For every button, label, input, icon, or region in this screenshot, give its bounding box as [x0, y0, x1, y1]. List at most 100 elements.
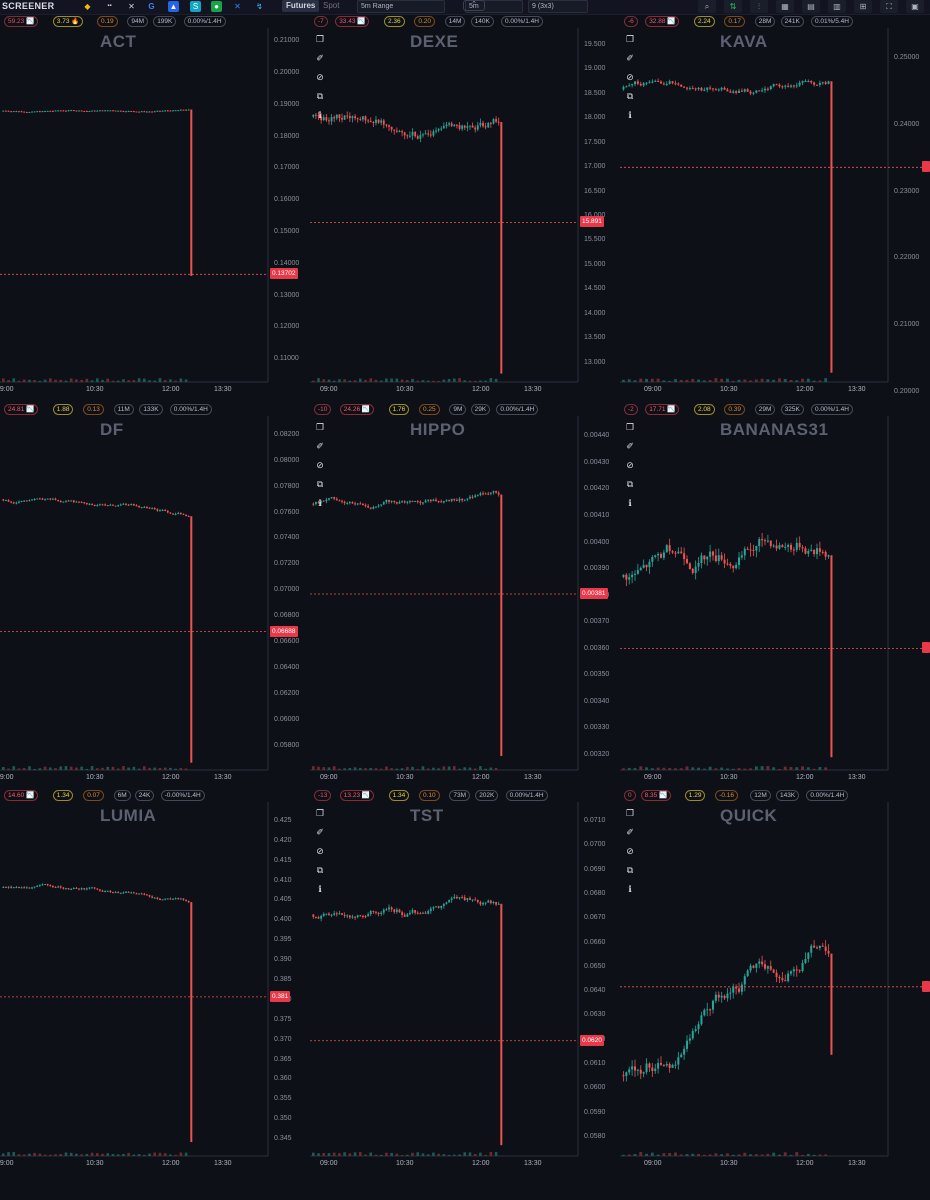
pin-icon[interactable]: ✐: [626, 827, 634, 837]
pin-icon[interactable]: ✐: [626, 53, 634, 63]
chart-panel-act[interactable]: 59.23 📉 3.73 🔥 0.19 94M 199K 0.00%/1.4H ACT 0.2…: [0, 14, 310, 400]
price-chart[interactable]: [310, 14, 620, 398]
close-icon[interactable]: ✕: [234, 2, 241, 11]
hide-icon[interactable]: ⊘: [316, 72, 324, 82]
price-chart[interactable]: [0, 402, 310, 786]
hide-icon[interactable]: ⊘: [626, 846, 634, 856]
y-axis-tick: 0.355: [274, 1095, 292, 1103]
info-icon[interactable]: ℹ: [318, 110, 322, 120]
pin-icon[interactable]: ✐: [316, 53, 324, 63]
info-icon[interactable]: ℹ: [318, 884, 322, 894]
hide-icon[interactable]: ⊘: [626, 460, 634, 470]
chart-panel-lumia[interactable]: 14.60 📉 1.34 0.07 6M 24K -0.00%/1.4H LUMIA 0.42…: [0, 788, 310, 1174]
windows-icon[interactable]: ⧉: [316, 865, 324, 875]
indicators-icon[interactable]: ⫶: [750, 0, 768, 13]
copy-icon[interactable]: ❐: [315, 422, 325, 432]
cloud-icon[interactable]: ▲: [168, 1, 179, 12]
globe-icon[interactable]: G: [148, 2, 155, 11]
chart-panel-quick[interactable]: 0 8.35 📉 1.29 -0.16 12M 143K 0.00%/1.4H QUICK 09…: [620, 788, 930, 1174]
lightning-icon[interactable]: ↯: [256, 2, 263, 11]
app-icon[interactable]: ▪▪: [107, 3, 112, 9]
layout-icon[interactable]: ▦: [776, 0, 794, 13]
x-icon[interactable]: ✕: [128, 2, 135, 11]
candle: [482, 493, 484, 495]
candle: [119, 110, 122, 112]
candle: [683, 553, 686, 559]
dump-candle: [190, 109, 193, 276]
grid-icon[interactable]: ⊞: [854, 0, 872, 13]
candle: [648, 1063, 651, 1068]
volume-bar: [101, 379, 104, 382]
interval-select[interactable]: 5m: [465, 0, 523, 13]
price-chart[interactable]: [310, 788, 620, 1172]
windows-icon[interactable]: ⧉: [316, 479, 324, 489]
info-icon[interactable]: ℹ: [628, 884, 632, 894]
volume-bar: [458, 1154, 461, 1156]
price-chart[interactable]: [620, 788, 930, 1172]
chart-panel-hippo[interactable]: -10 24.26 📉 1.76 0.25 9M 29K 0.00%/1.4H HIPPO 0.…: [310, 402, 620, 788]
price-chart[interactable]: [0, 14, 310, 398]
collapse-toggle[interactable]: ⌃: [463, 0, 485, 11]
search-icon[interactable]: ⌕: [698, 0, 716, 13]
candle: [172, 513, 174, 515]
windows-icon[interactable]: ⧉: [626, 91, 634, 101]
candle: [377, 912, 380, 914]
pin-icon[interactable]: ✐: [316, 441, 324, 451]
chart-panel-bananas31[interactable]: -2 17.71 📉 2.08 0.39 29M 325K 0.00%/1.4H BANANA…: [620, 402, 930, 788]
price-chart[interactable]: [310, 402, 620, 786]
hide-icon[interactable]: ⊘: [316, 846, 324, 856]
windows-icon[interactable]: ⧉: [316, 91, 324, 101]
hide-icon[interactable]: ⊘: [316, 460, 324, 470]
pin-icon[interactable]: ✐: [316, 827, 324, 837]
copy-icon[interactable]: ❐: [315, 808, 325, 818]
binance-icon[interactable]: ◆: [84, 2, 91, 11]
volume-bar: [132, 766, 136, 770]
copy-icon[interactable]: ❐: [315, 34, 325, 44]
copy-icon[interactable]: ❐: [625, 422, 635, 432]
candle: [631, 574, 634, 578]
candle: [476, 899, 479, 903]
price-chart[interactable]: [0, 788, 310, 1172]
chart-panel-tst[interactable]: -13 13.23 📉 1.34 0.10 73M 202K 0.00%/1.4H TST 0.…: [310, 788, 620, 1174]
copy-icon[interactable]: ❐: [625, 808, 635, 818]
price-chart[interactable]: [620, 14, 930, 398]
hide-icon[interactable]: ⊘: [626, 72, 634, 82]
copy-icon[interactable]: ❐: [625, 34, 635, 44]
volume-bar: [338, 768, 341, 770]
tab-futures[interactable]: Futures: [282, 0, 320, 12]
candle: [798, 82, 801, 86]
fullscreen-icon[interactable]: ⛶: [880, 0, 898, 13]
table-icon[interactable]: ▤: [802, 0, 820, 13]
chart-icon[interactable]: ▥: [828, 0, 846, 13]
candle: [41, 884, 44, 886]
windows-icon[interactable]: ⧉: [626, 865, 634, 875]
circle-app-icon[interactable]: ●: [211, 1, 222, 12]
volume-bar: [633, 380, 637, 382]
tab-spot[interactable]: Spot: [323, 1, 340, 10]
chart-panel-dexe[interactable]: -7 33.43 📉 2.36 0.20 14M 140K 0.00%/1.4H DEXE 19…: [310, 14, 620, 400]
alerts-icon[interactable]: ⇅: [724, 0, 742, 13]
candle: [338, 913, 341, 915]
stat-badge-dim: 325K: [780, 404, 804, 415]
app2-icon[interactable]: S: [190, 1, 201, 12]
volume-bar: [697, 379, 700, 382]
candle: [122, 892, 125, 894]
price-chart[interactable]: [620, 402, 930, 786]
candle: [714, 89, 717, 91]
y-axis-tick: 13.500: [584, 334, 606, 342]
windows-icon[interactable]: ⧉: [626, 479, 634, 489]
candle: [665, 1064, 668, 1066]
volume-bar: [137, 768, 141, 770]
y-axis-tick: 19.000: [584, 65, 606, 73]
pin-icon[interactable]: ✐: [626, 441, 634, 451]
info-icon[interactable]: ℹ: [318, 498, 322, 508]
candle: [335, 913, 338, 915]
info-icon[interactable]: ℹ: [628, 498, 632, 508]
info-icon[interactable]: ℹ: [628, 110, 632, 120]
candle: [720, 87, 723, 90]
chart-panel-df[interactable]: 24.81 📉 1.88 0.13 11M 133K 0.00%/1.4H DF 0.0820…: [0, 402, 310, 788]
settings-icon[interactable]: ▣: [906, 0, 924, 13]
range-select[interactable]: 5m Range: [357, 0, 445, 13]
chart-panel-kava[interactable]: -6 32.88 📉 2.24 0.17 28M 241K 0.01%/5.4H KAVA 0.…: [620, 14, 930, 400]
layout-select[interactable]: 9 (3x3): [528, 0, 588, 13]
